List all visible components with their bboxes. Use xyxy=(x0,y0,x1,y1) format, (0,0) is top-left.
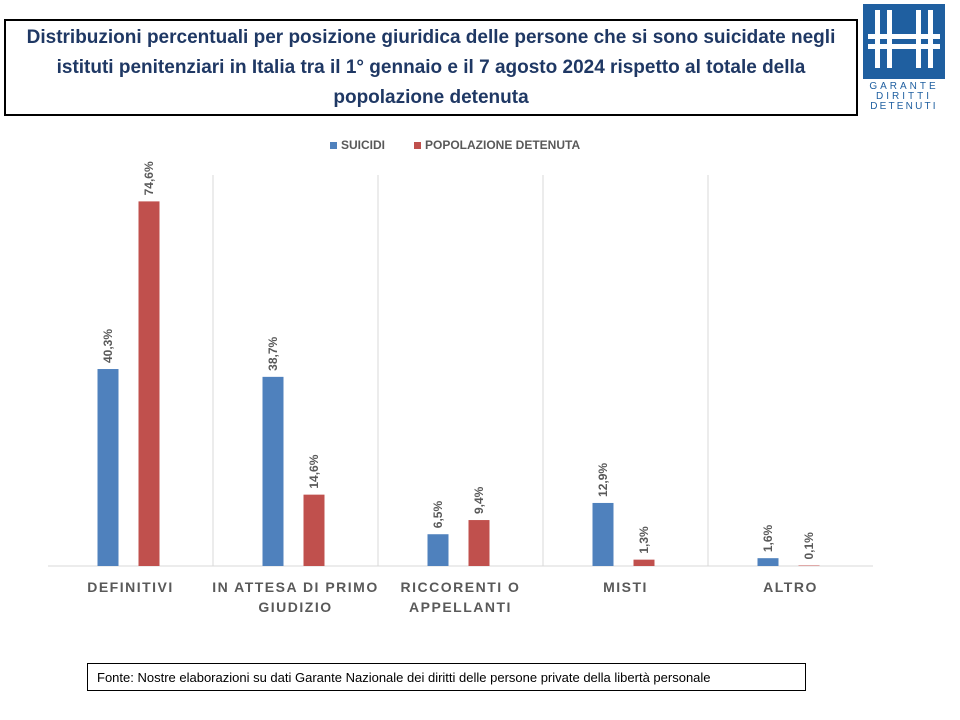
logo-text-line: DIRITTI xyxy=(876,91,932,102)
data-label: 38,7% xyxy=(266,336,280,370)
bar-suicidi-3 xyxy=(592,502,614,566)
bar-popolazione-1 xyxy=(303,494,325,566)
category-label: IN ATTESA DI PRIMO xyxy=(212,579,378,595)
data-label: 40,3% xyxy=(101,329,115,363)
data-label: 74,6% xyxy=(142,161,156,195)
bar-suicidi-4 xyxy=(757,558,779,566)
legend-label: SUICIDI xyxy=(341,138,385,152)
logo-text-line: GARANTE xyxy=(869,81,938,92)
legend-swatch-popolazione xyxy=(414,142,421,149)
garante-logo: GARANTE DIRITTI DETENUTI xyxy=(863,4,945,112)
logo-text-line: DETENUTI xyxy=(870,101,938,112)
legend-label: POPOLAZIONE DETENUTA xyxy=(425,138,580,152)
data-label: 6,5% xyxy=(431,501,445,529)
data-label: 14,6% xyxy=(307,454,321,488)
logo-mark xyxy=(868,10,940,68)
category-label: DEFINITIVI xyxy=(87,579,174,595)
chart-title: Distribuzioni percentuali per posizione … xyxy=(26,26,836,108)
source-note: Fonte: Nostre elaborazioni su dati Garan… xyxy=(97,669,711,685)
bar-popolazione-3 xyxy=(633,559,655,566)
bar-suicidi-1 xyxy=(262,376,284,566)
bar-popolazione-2 xyxy=(468,520,490,566)
category-label: APPELLANTI xyxy=(409,599,512,615)
data-label: 12,9% xyxy=(596,463,610,497)
bar-suicidi-2 xyxy=(427,534,449,566)
category-label: RICCORENTI O xyxy=(401,579,521,595)
chart-title-box: Distribuzioni percentuali per posizione … xyxy=(4,19,858,116)
bar-chart: SUICIDI POPOLAZIONE DETENUTA 40,3% 74,6% DEF… xyxy=(48,138,873,615)
data-label: 9,4% xyxy=(472,486,486,514)
data-label: 1,6% xyxy=(761,524,775,552)
data-label: 1,3% xyxy=(637,526,651,554)
category-label: ALTRO xyxy=(763,579,818,595)
data-label: 0,1% xyxy=(802,532,816,560)
source-note-box: Fonte: Nostre elaborazioni su dati Garan… xyxy=(87,663,806,691)
bar-suicidi-0 xyxy=(97,369,119,566)
bar-popolazione-0 xyxy=(138,201,160,566)
category-label: GIUDIZIO xyxy=(258,599,332,615)
legend-swatch-suicidi xyxy=(330,142,337,149)
category-label: MISTI xyxy=(603,579,648,595)
